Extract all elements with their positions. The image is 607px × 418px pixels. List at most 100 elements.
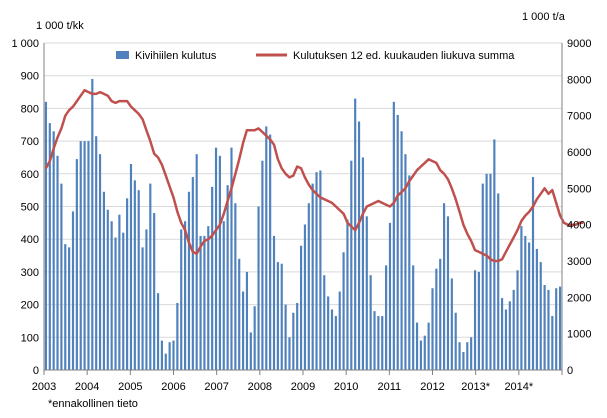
bar [427, 322, 430, 370]
bar [299, 245, 303, 370]
bar [539, 262, 542, 370]
bar [357, 121, 361, 370]
right-tick-label: 0 [567, 365, 573, 377]
bar [261, 160, 264, 370]
bar [354, 98, 357, 370]
bar [473, 270, 477, 370]
legend-bar-label: Kivihiilen kulutus [135, 50, 217, 62]
bar [114, 237, 117, 370]
bar [199, 235, 202, 370]
x-tick-label: 2006 [161, 381, 185, 393]
bar [531, 177, 535, 370]
bar [470, 337, 473, 370]
x-tick-label: 2010 [334, 381, 358, 393]
legend-bar-swatch [116, 51, 129, 59]
bar [555, 288, 558, 370]
bar [454, 312, 457, 370]
bar [203, 235, 206, 370]
left-tick-label: 300 [21, 267, 39, 279]
x-tick-label: 2009 [291, 381, 315, 393]
left-tick-label: 600 [21, 169, 39, 181]
x-tick-label: 2007 [204, 381, 228, 393]
bar [489, 173, 492, 370]
bar [98, 154, 102, 370]
bar [214, 147, 218, 370]
bar [435, 268, 438, 370]
x-tick-label: 2003 [32, 381, 56, 393]
bar [415, 322, 419, 370]
bar [443, 203, 446, 370]
bar [303, 224, 307, 370]
bar [249, 332, 252, 370]
x-tick-label: 2005 [118, 381, 142, 393]
right-tick-label: 5000 [567, 183, 591, 195]
bar [230, 147, 233, 370]
bar [400, 131, 403, 370]
bar [315, 172, 318, 370]
bar [102, 191, 106, 370]
bar [520, 226, 523, 370]
bar [551, 316, 554, 370]
bar [439, 258, 442, 370]
bar [547, 289, 550, 370]
bar [276, 262, 279, 370]
bar [385, 265, 388, 370]
bar [369, 275, 372, 370]
bar [129, 163, 133, 370]
bar [272, 235, 276, 370]
right-tick-label: 2000 [567, 292, 591, 304]
x-tick-label: 2013* [461, 381, 490, 393]
left-tick-label: 200 [21, 300, 39, 312]
bar [226, 185, 229, 370]
left-tick-label: 700 [21, 136, 39, 148]
bar [126, 198, 129, 370]
bar [145, 229, 148, 370]
bar [377, 316, 380, 370]
bar [168, 342, 171, 370]
bar [137, 190, 140, 370]
bar [392, 101, 395, 371]
bar [323, 275, 326, 370]
bar [253, 306, 256, 370]
bar [458, 342, 461, 370]
bar [257, 206, 260, 370]
bar [412, 265, 415, 370]
right-tick-label: 7000 [567, 111, 591, 123]
x-tick-label: 2012 [420, 381, 444, 393]
bar [187, 191, 191, 370]
bar [388, 222, 392, 370]
bar [396, 114, 399, 370]
bar [156, 293, 160, 370]
bar [381, 316, 384, 370]
bar [211, 186, 214, 370]
bar [110, 221, 113, 370]
bar [56, 155, 59, 370]
bar [184, 221, 187, 370]
bar [207, 226, 210, 370]
bar [269, 134, 272, 370]
right-tick-label: 6000 [567, 147, 591, 159]
bar [91, 78, 94, 370]
bar-series [44, 78, 562, 371]
bar [446, 216, 450, 370]
bar [450, 278, 453, 370]
bar [543, 284, 546, 370]
bar [481, 183, 484, 370]
bar [87, 141, 90, 370]
bar [373, 311, 376, 370]
bar [307, 203, 310, 370]
bar [423, 335, 426, 370]
bar [222, 221, 225, 370]
bar [83, 141, 86, 370]
bar [292, 312, 295, 370]
right-tick-label: 3000 [567, 256, 591, 268]
bar [524, 235, 527, 370]
bar [535, 249, 538, 370]
gridlines [44, 42, 562, 338]
bar [238, 258, 241, 370]
bar [64, 244, 67, 370]
bar [512, 289, 515, 370]
bar [288, 337, 291, 370]
bar [516, 270, 519, 370]
